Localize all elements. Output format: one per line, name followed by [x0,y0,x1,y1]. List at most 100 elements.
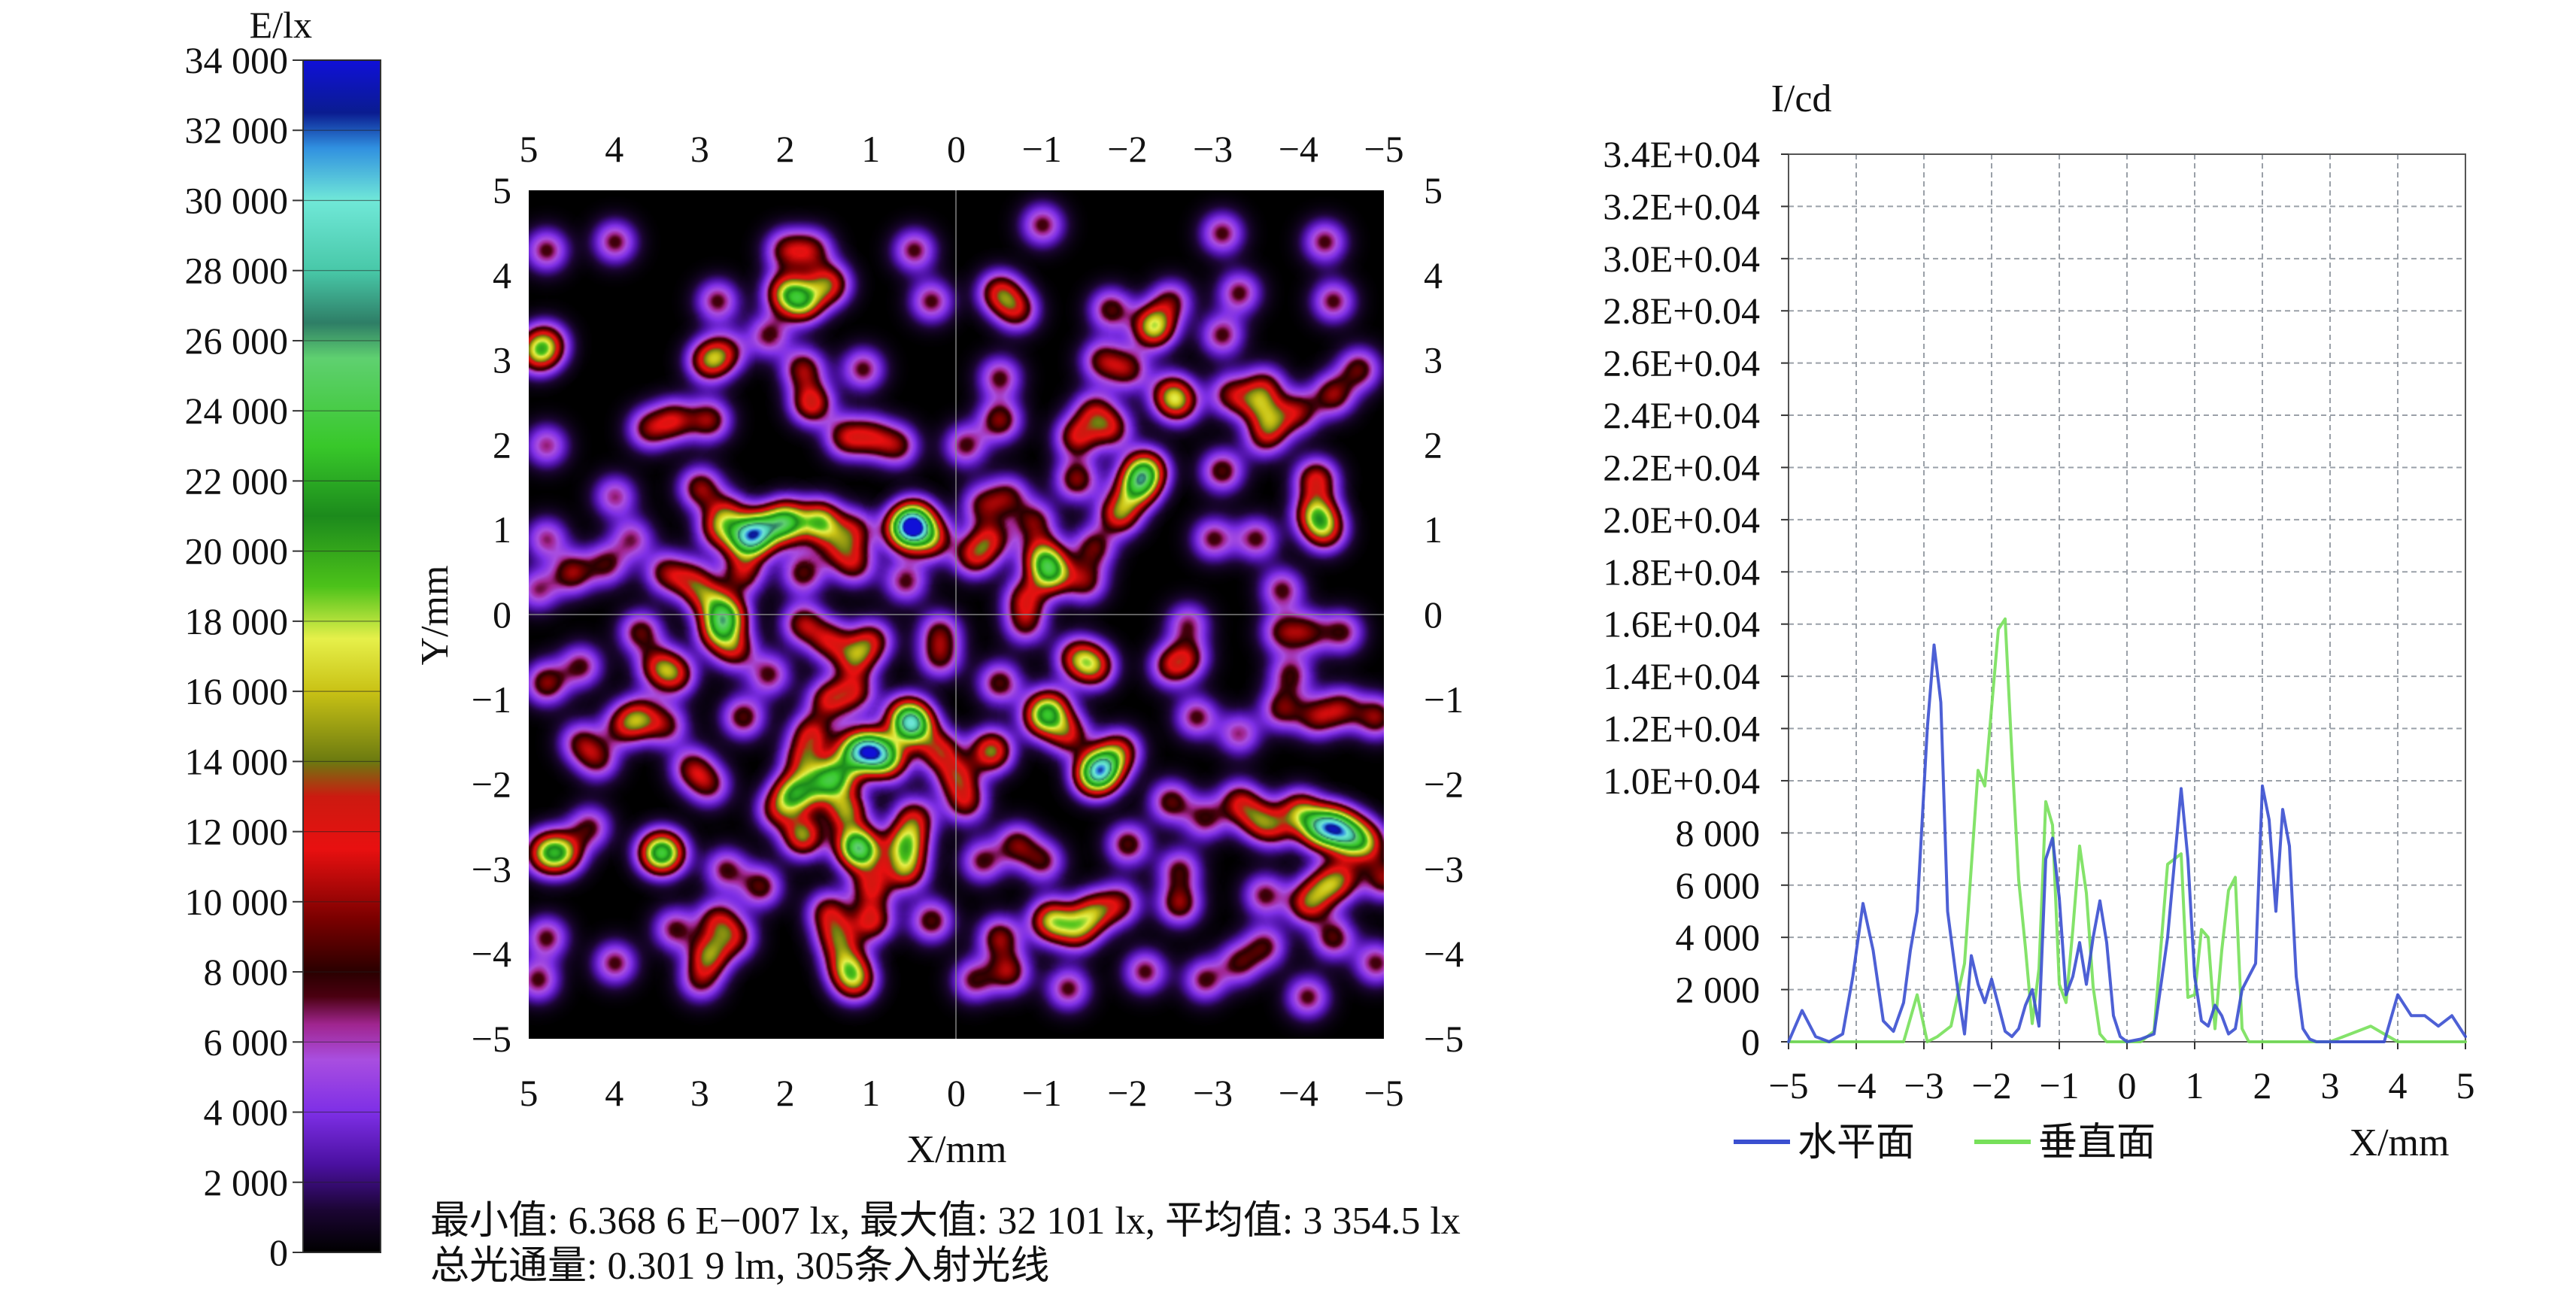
heatmap-right-tick-label: 2 [1424,423,1443,466]
colorbar-tick-label: 22 000 [185,460,289,502]
heatmap-bottom-tick-label: −5 [1364,1072,1403,1114]
heatmap-top-tick-label: 2 [776,128,795,170]
line-chart-y-tick-label: 3.4E+0.04 [1603,133,1760,175]
line-chart-y-tick-label: 2.0E+0.04 [1603,499,1760,541]
line-chart-y-tick-label: 2.6E+0.04 [1603,342,1760,384]
line-chart-x-tick-label: −5 [1768,1064,1808,1106]
heatmap-top-tick-label: −5 [1364,128,1403,170]
colorbar-tick-label: 0 [269,1231,288,1273]
heatmap-top-tick-label: 5 [520,128,539,170]
heatmap-right-tick-label: 4 [1424,254,1443,296]
line-chart-y-tick-label: 2 000 [1676,969,1761,1011]
line-chart-y-tick-label: 1.8E+0.04 [1603,551,1760,593]
heatmap-left-tick-label: 1 [493,508,511,551]
legend-label-horizontal: 水平面 [1798,1122,1915,1164]
colorbar-tick-label: 34 000 [185,39,289,81]
stats-line-2: 总光通量: 0.301 9 lm, 305条入射光线 [430,1245,1050,1288]
line-chart-y-tick-label: 8 000 [1676,812,1761,854]
heatmap-right-ticks: 5 4 3 2 1 0 −1 −2 −3 −4 −5 [1424,169,1464,1060]
heatmap-right-tick-label: 1 [1424,508,1443,551]
heatmap-left-tick-label: 2 [493,423,511,466]
heatmap-top-tick-label: −4 [1279,128,1318,170]
line-chart-y-tick-label: 2.2E+0.04 [1603,446,1760,488]
colorbar-tick-label: 4 000 [204,1091,289,1134]
line-chart-panel: I/cd 3.4E+0.04 3.2E+0.04 3.0E+0.04 2.8E+0.0… [1603,77,2474,1164]
heatmap-left-tick-label: 5 [493,169,511,211]
heatmap-x-label: X/mm [907,1128,1007,1171]
line-chart-x-tick-label: 2 [2253,1064,2272,1106]
colorbar-tick-label: 6 000 [204,1021,289,1063]
heatmap-left-tick-label: 3 [493,339,511,381]
colorbar-tick-label: 32 000 [185,109,289,151]
line-chart-y-tick-label: 4 000 [1676,916,1761,958]
colorbar-tick-label: 30 000 [185,179,289,221]
line-chart-y-ticks: 3.4E+0.04 3.2E+0.04 3.0E+0.04 2.8E+0.04 2.6E… [1603,133,1789,1063]
colorbar-label: E/lx [250,4,312,46]
heatmap-left-tick-label: −4 [472,933,511,975]
line-chart-y-tick-label: 6 000 [1676,864,1761,906]
line-chart-x-tick-label: −3 [1904,1064,1943,1106]
line-chart-y-tick-label: 1.6E+0.04 [1603,603,1760,645]
colorbar-tick-label: 24 000 [185,390,289,432]
heatmap-top-ticks: 5 4 3 2 1 0 −1 −2 −3 −4 −5 [520,128,1404,170]
colorbar-tick-label: 10 000 [185,881,289,923]
heatmap-bottom-tick-label: −1 [1022,1072,1062,1114]
series-line-horizontal [1787,643,2467,1043]
line-chart-y-tick-label: 2.8E+0.04 [1603,290,1760,332]
heatmap-panel: 5 4 3 2 1 0 −1 −2 −3 −4 −5 5 4 3 2 1 0 −1 −2 −3 −4 −5 5 4 3 2 1 0… [414,128,1464,1171]
line-chart-y-tick-label: 1.4E+0.04 [1603,655,1760,697]
line-chart-y-tick-label: 2.4E+0.04 [1603,394,1760,436]
line-chart-grid [1788,153,2466,1043]
heatmap-bottom-ticks: 5 4 3 2 1 0 −1 −2 −3 −4 −5 [520,1072,1404,1114]
heatmap-top-tick-label: −3 [1193,128,1233,170]
colorbar-tick-label: 14 000 [185,740,289,782]
line-chart-y-tick-label: 3.0E+0.04 [1603,238,1760,280]
heatmap-left-tick-label: 0 [493,593,511,636]
heatmap-right-tick-label: −2 [1424,763,1464,806]
heatmap-bottom-tick-label: 1 [861,1072,880,1114]
heatmap-top-tick-label: 4 [605,128,624,170]
heatmap-bottom-tick-label: −4 [1279,1072,1318,1114]
heatmap-right-tick-label: −5 [1424,1018,1464,1060]
stats-line-1: 最小值: 6.368 6 E−007 lx, 最大值: 32 101 lx, 平… [430,1200,1461,1243]
colorbar-strip [302,59,381,1253]
colorbar-tick-label: 18 000 [185,600,289,642]
colorbar-ticks: 34 000 32 000 30 000 28 000 26 000 24 000 22 0… [185,39,381,1273]
heatmap-left-tick-label: 4 [493,254,511,296]
heatmap-y-label: Y/mm [414,566,457,666]
heatmap-bottom-tick-label: −3 [1193,1072,1233,1114]
heatmap-top-tick-label: 0 [947,128,966,170]
heatmap-right-tick-label: −3 [1424,848,1464,890]
heatmap-bottom-tick-label: 3 [690,1072,709,1114]
heatmap-right-tick-label: 3 [1424,339,1443,381]
heatmap-top-tick-label: 3 [690,128,709,170]
line-chart-x-tick-label: −2 [1971,1064,2011,1106]
line-chart-y-label: I/cd [1771,77,1832,120]
heatmap-left-tick-label: −2 [472,763,511,806]
line-chart-x-tick-label: −4 [1836,1064,1876,1106]
heatmap-top-tick-label: −1 [1022,128,1062,170]
line-chart-x-tick-label: −1 [2039,1064,2079,1106]
colorbar-tick-label: 20 000 [185,530,289,572]
heatmap-top-tick-label: −2 [1107,128,1147,170]
heatmap-right-tick-label: −4 [1424,933,1464,975]
heatmap-right-tick-label: −1 [1424,678,1464,721]
colorbar-tick-label: 2 000 [204,1161,289,1203]
line-chart-x-label: X/mm [2350,1122,2450,1164]
colorbar-tick-label: 12 000 [185,811,289,853]
heatmap-bottom-tick-label: −2 [1107,1072,1147,1114]
line-chart-series [1787,617,2467,1043]
line-chart-x-tick-label: 5 [2456,1064,2475,1106]
line-chart-y-tick-label: 0 [1741,1021,1760,1063]
line-chart-x-tick-label: 3 [2321,1064,2340,1106]
heatmap-bottom-tick-label: 2 [776,1072,795,1114]
line-chart-x-tick-label: 1 [2186,1064,2204,1106]
legend: 水平面 垂直面 X/mm [1734,1122,2449,1164]
heatmap-bottom-tick-label: 5 [520,1072,539,1114]
series-line-vertical [1787,617,2467,1043]
heatmap-right-tick-label: 5 [1424,169,1443,211]
heatmap-left-tick-label: −3 [472,848,511,890]
colorbar-tick-label: 26 000 [185,320,289,362]
heatmap-left-ticks: 5 4 3 2 1 0 −1 −2 −3 −4 −5 [472,169,511,1060]
